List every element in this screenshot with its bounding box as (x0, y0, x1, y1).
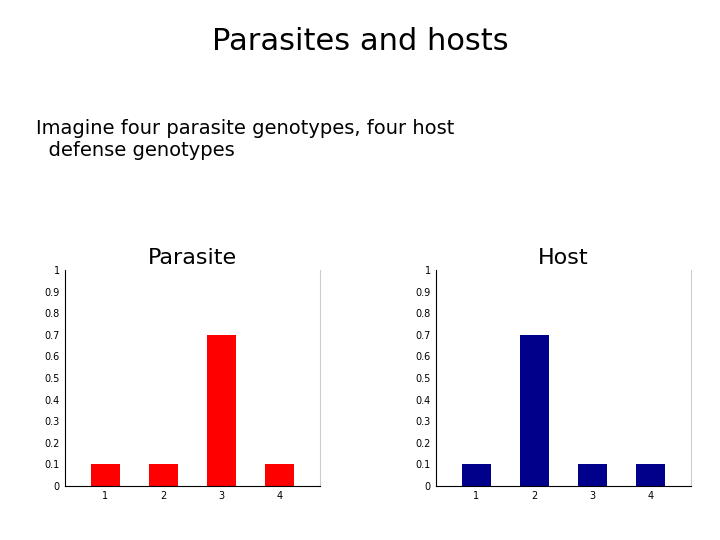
Title: Host: Host (538, 248, 589, 268)
Bar (207, 335, 236, 486)
Bar (91, 464, 120, 486)
Bar (520, 335, 549, 486)
Bar (265, 464, 294, 486)
Bar (636, 464, 665, 486)
Title: Parasite: Parasite (148, 248, 237, 268)
Text: Parasites and hosts: Parasites and hosts (212, 27, 508, 56)
Bar (149, 464, 178, 486)
Text: Imagine four parasite genotypes, four host
  defense genotypes: Imagine four parasite genotypes, four ho… (36, 119, 454, 160)
Bar (462, 464, 491, 486)
Bar (578, 464, 607, 486)
